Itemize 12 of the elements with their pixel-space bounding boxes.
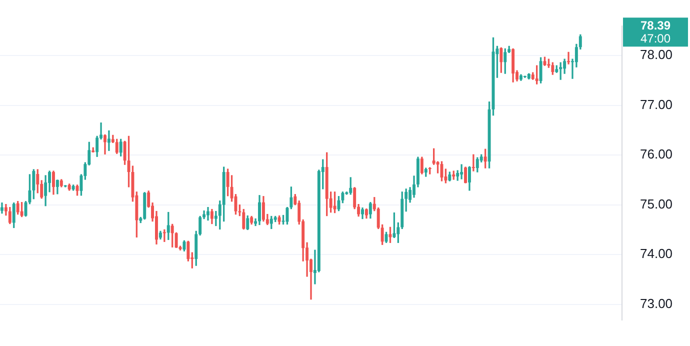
y-tick-label: 76.00 — [640, 146, 673, 162]
candlestick — [107, 130, 110, 151]
text: 47:00 — [640, 31, 671, 46]
candlestick — [472, 154, 475, 172]
candlestick — [567, 52, 570, 64]
y-tick-label: 73.00 — [640, 296, 673, 311]
y-tick-label: 75.00 — [640, 196, 673, 212]
text: 78.39 — [640, 18, 671, 32]
y-tick-label: 74.00 — [640, 246, 673, 262]
candlestick — [460, 164, 464, 180]
y-tick-label: 77.00 — [640, 96, 673, 112]
y-tick-label: 78.00 — [640, 47, 673, 62]
